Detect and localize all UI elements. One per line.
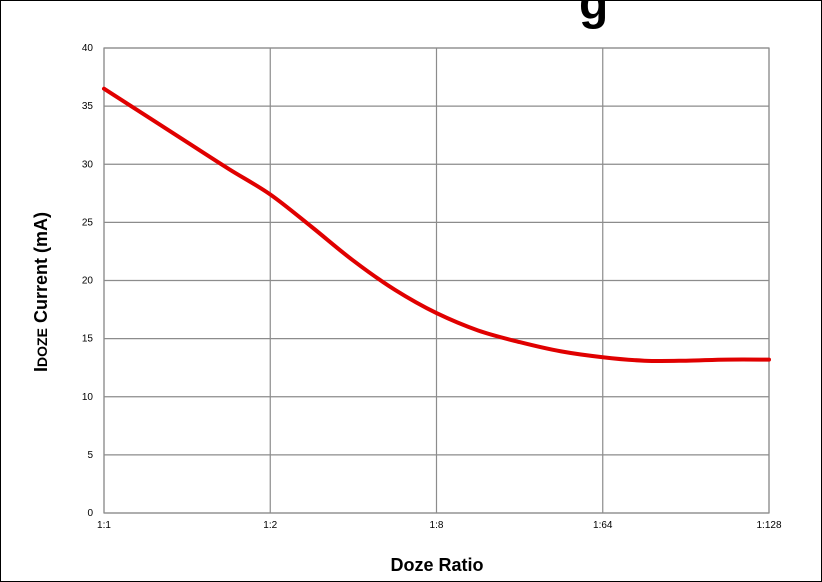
y-axis-ticks: 0 5 10 15 20 25 30 35 40 [82, 43, 94, 519]
y-axis-label-suffix: Current (mA) [31, 212, 51, 328]
y-tick-label: 35 [82, 101, 94, 112]
y-axis-label-prefix: I [31, 367, 51, 372]
x-tick-label: 1:128 [756, 520, 781, 531]
plot-area [103, 47, 770, 514]
y-tick-label: 25 [82, 217, 94, 228]
x-tick-label: 1:8 [430, 520, 444, 531]
grid [103, 47, 770, 514]
y-tick-label: 30 [82, 159, 94, 170]
y-tick-label: 0 [87, 508, 93, 519]
y-axis-label-subscript: DOZE [34, 328, 50, 367]
x-axis-label: Doze Ratio [390, 555, 483, 575]
series-layer [102, 86, 771, 364]
y-tick-label: 5 [87, 450, 93, 461]
y-tick-label: 10 [82, 392, 94, 403]
series-line [102, 86, 771, 364]
y-axis-label: IDOZE Current (mA) [31, 212, 51, 372]
y-tick-label: 15 [82, 334, 94, 345]
x-tick-label: 1:1 [97, 520, 111, 531]
x-axis-ticks: 1:1 1:2 1:8 1:64 1:128 [97, 520, 782, 531]
title-fragment: g [579, 1, 608, 30]
x-tick-label: 1:64 [593, 520, 613, 531]
y-tick-label: 20 [82, 276, 94, 287]
x-tick-label: 1:2 [263, 520, 277, 531]
y-tick-label: 40 [82, 43, 94, 54]
